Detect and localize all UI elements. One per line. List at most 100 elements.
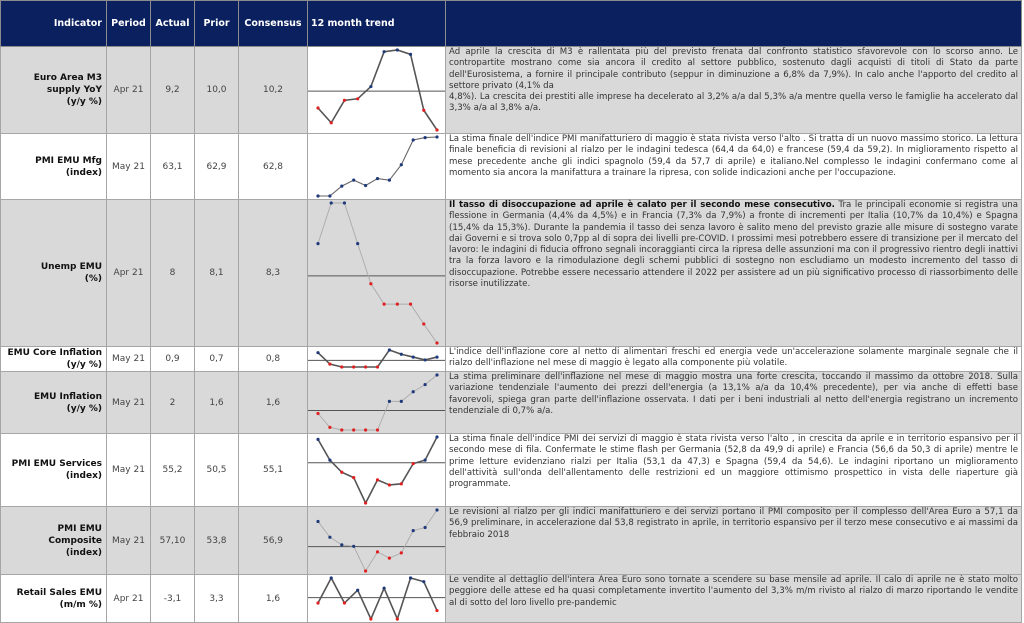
commentary-cell: La stima finale dell'indice PMI manifatt… — [445, 133, 1022, 200]
trend-point — [364, 501, 368, 505]
period-cell: May 21 — [106, 506, 151, 575]
header-period: Period — [106, 0, 151, 47]
indicator-unit: (y/y %) — [66, 360, 102, 370]
actual-cell: 9,2 — [150, 46, 195, 134]
trend-point — [352, 365, 356, 369]
trend-point — [352, 544, 356, 548]
trend-point — [435, 128, 439, 132]
commentary-cell: Ad aprile la crescita di M3 è rallentata… — [445, 46, 1022, 134]
table-row: Retail Sales EMU (m/m %) Apr 21 -3,1 3,3 1,6 L… — [0, 574, 1022, 623]
period-cell: May 21 — [106, 371, 151, 434]
trend-sparkline — [308, 508, 445, 573]
indicator-unit: (index) — [65, 471, 102, 481]
trend-point — [375, 176, 380, 181]
indicator-title: EMU Core Inflation — [7, 348, 103, 358]
header-actual: Actual — [150, 0, 195, 47]
commentary-cell: L'indice dell'inflazione core al netto d… — [445, 346, 1022, 372]
trend-point — [399, 482, 403, 486]
indicator-unit: (index) — [65, 547, 102, 558]
trend-point — [375, 428, 380, 432]
consensus-cell: 8,3 — [238, 199, 308, 347]
trend-sparkline-cell — [307, 506, 446, 575]
trend-point — [369, 84, 373, 89]
trend-point — [382, 302, 386, 306]
commentary-headline: Il tasso di disoccupazione ad aprile è c… — [449, 200, 835, 210]
indicator-title: Unemp EMU — [40, 262, 102, 272]
commentary-cell: La stima preliminare dell'inflazione nel… — [445, 371, 1022, 434]
consensus-cell: 56,9 — [238, 506, 308, 575]
commentary-text: La stima preliminare dell'inflazione nel… — [449, 372, 1018, 416]
period-cell: May 21 — [106, 433, 151, 507]
header-indicator: Indicator — [0, 0, 107, 47]
header-row: Indicator Period Actual Prior Consensus … — [0, 0, 1022, 47]
trend-point — [387, 399, 391, 403]
actual-cell: -3,1 — [150, 574, 195, 623]
indicator-title: EMU Inflation — [33, 391, 102, 402]
consensus-cell: 1,6 — [238, 574, 308, 623]
period-cell: May 21 — [106, 346, 151, 372]
trend-point — [408, 576, 413, 580]
trend-line — [317, 509, 438, 572]
trend-line — [317, 576, 438, 622]
actual-cell: 8 — [150, 199, 195, 347]
table-row: PMI EMU Mfg (index) May 21 63,1 62,9 62,8 La … — [0, 133, 1022, 200]
header-consensus: Consensus — [238, 0, 308, 47]
trend-point — [435, 508, 439, 512]
trend-point — [408, 302, 413, 306]
trend-sparkline-cell — [307, 199, 446, 347]
consensus-cell: 0,8 — [238, 346, 308, 372]
trend-sparkline-cell — [307, 346, 446, 372]
trend-sparkline — [308, 348, 445, 369]
trend-point — [340, 428, 344, 432]
header-commentary — [445, 0, 1022, 47]
trend-point — [364, 428, 368, 432]
actual-cell: 55,2 — [150, 433, 195, 507]
actual-cell: 57,10 — [150, 506, 195, 575]
header-trend: 12 month trend — [307, 0, 446, 47]
commentary-text: Le vendite al dettaglio dell'intera Area… — [449, 575, 1018, 608]
indicator-title: Euro Area M3 — [33, 73, 102, 83]
trend-line — [318, 136, 438, 197]
table-row: EMU Inflation (y/y %) May 21 2 1,6 1,6 La stim… — [0, 371, 1022, 434]
prior-cell: 3,3 — [194, 574, 239, 623]
indicator-title: PMI EMU Mfg — [35, 155, 102, 166]
trend-point — [340, 470, 344, 474]
consensus-cell: 62,8 — [238, 133, 308, 200]
trend-point — [316, 242, 320, 246]
commentary-text: Le revisioni al rialzo per gli indici ma… — [449, 507, 1018, 540]
trend-point — [423, 458, 427, 462]
prior-cell: 10,0 — [194, 46, 239, 134]
table-row: PMI EMU Composite (index) May 21 57,10 53,8 5… — [0, 506, 1022, 575]
trend-point — [340, 543, 344, 547]
trend-point — [342, 98, 347, 102]
trend-point — [316, 601, 320, 605]
trend-point — [411, 462, 415, 466]
commentary-text-continued: 4,8%). La crescita dei prestiti alle imp… — [449, 92, 1018, 114]
trend-point — [435, 435, 439, 439]
trend-point — [316, 351, 320, 355]
trend-point — [329, 121, 333, 125]
trend-point — [342, 601, 347, 605]
period-cell: May 21 — [106, 133, 151, 200]
indicator-name: Euro Area M3 supply YoY (y/y %) — [0, 46, 107, 134]
trend-point — [422, 322, 426, 326]
trend-sparkline-cell — [307, 433, 446, 507]
trend-line — [317, 349, 438, 368]
trend-point — [387, 556, 391, 560]
trend-point — [435, 608, 439, 613]
trend-sparkline-cell — [307, 574, 446, 623]
trend-point — [316, 106, 320, 110]
indicator-name: PMI EMU Composite (index) — [0, 506, 107, 575]
consensus-cell: 10,2 — [238, 46, 308, 134]
indicator-name: EMU Inflation (y/y %) — [0, 371, 107, 434]
trend-point — [342, 201, 347, 205]
indicator-name: Unemp EMU (%) — [0, 199, 107, 347]
prior-cell: 53,8 — [194, 506, 239, 575]
trend-point — [364, 183, 368, 188]
trend-point — [423, 382, 427, 387]
trend-point — [387, 178, 391, 182]
trend-point — [435, 373, 439, 377]
trend-point — [375, 478, 380, 482]
prior-cell: 50,5 — [194, 433, 239, 507]
trend-line — [317, 436, 438, 505]
